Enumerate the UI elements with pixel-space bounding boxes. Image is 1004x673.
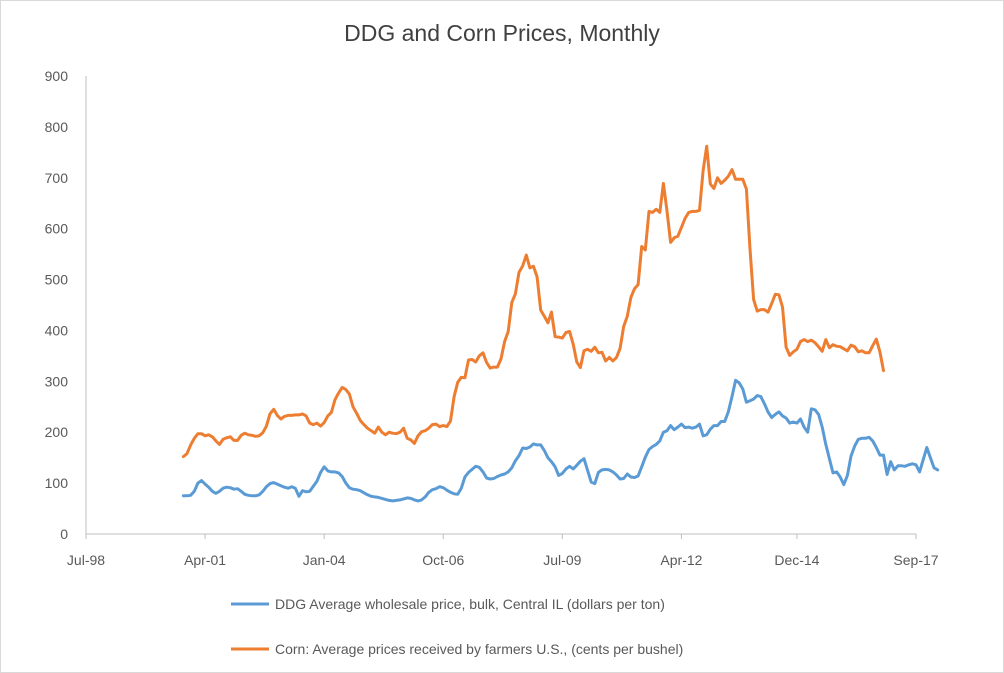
x-tick-label: Apr-01 [184,552,226,568]
y-tick-label: 900 [45,68,69,84]
x-tick-label: Oct-06 [422,552,464,568]
legend-label: Corn: Average prices received by farmers… [275,641,683,657]
y-axis-ticks: 0 100 200 300 400 500 600 700 800 900 [45,68,69,542]
y-tick-label: 200 [45,424,69,440]
x-tick-label: Jan-04 [303,552,346,568]
x-axis-ticks: Jul-98 Apr-01 Jan-04 Oct-06 Jul-09 Apr-12 Dec-… [67,534,939,568]
y-tick-label: 0 [60,526,68,542]
y-tick-label: 800 [45,119,69,135]
x-tick-label: Jul-09 [543,552,581,568]
series-lines [181,144,940,503]
legend: DDG Average wholesale price, bulk, Centr… [231,596,683,657]
x-tick-label: Dec-14 [774,552,819,568]
y-tick-label: 400 [45,322,69,338]
x-tick-label: Apr-12 [660,552,702,568]
y-tick-label: 300 [45,373,69,389]
x-tick-label: Sep-17 [893,552,938,568]
chart-title: DDG and Corn Prices, Monthly [344,20,660,46]
y-tick-label: 500 [45,272,69,288]
series-line-2 [181,144,885,459]
x-tick-label: Jul-98 [67,552,105,568]
y-tick-label: 100 [45,475,69,491]
y-tick-label: 700 [45,170,69,186]
legend-label: DDG Average wholesale price, bulk, Centr… [275,596,665,612]
y-tick-label: 600 [45,221,69,237]
series-line-1 [181,378,940,503]
